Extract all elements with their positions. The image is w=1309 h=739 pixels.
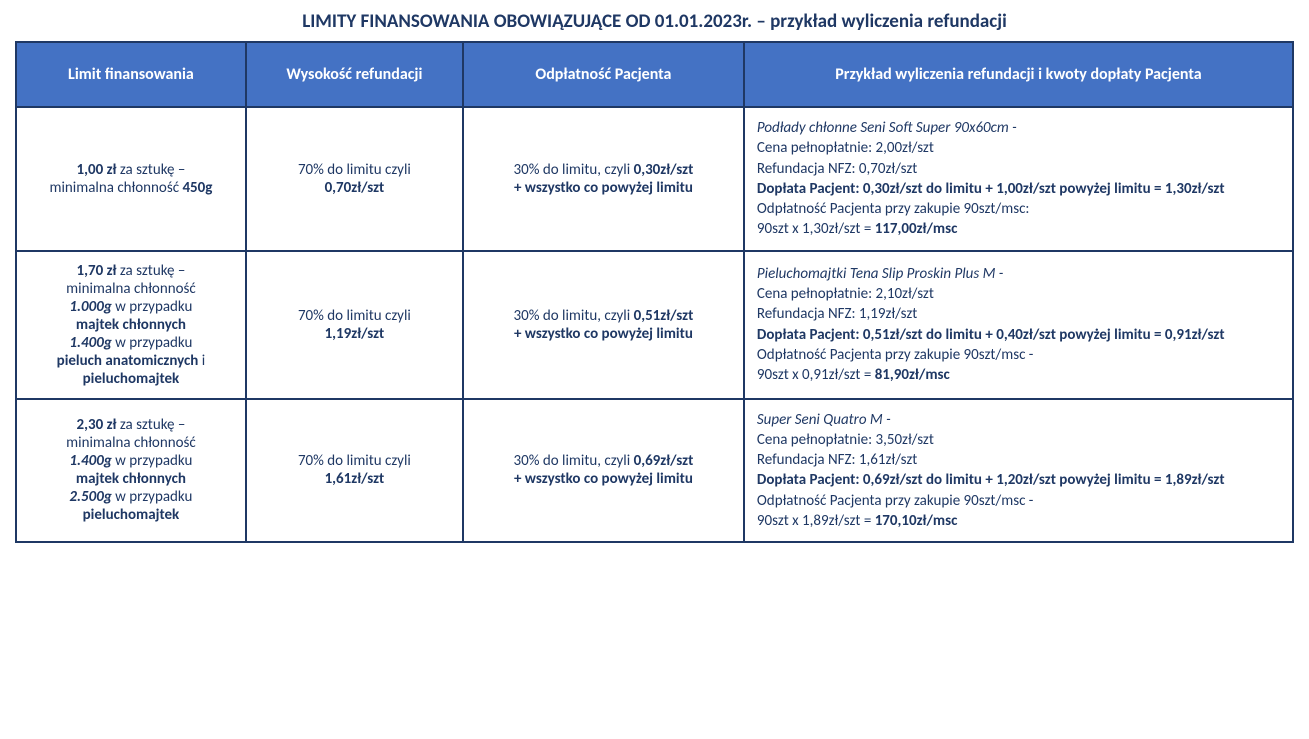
example-doplata: Dopłata Pacjent: 0,69zł/szt do limitu + … [757, 471, 1225, 489]
payment-value: 0,51zł/szt [634, 307, 694, 325]
payment-value: 0,69zł/szt [634, 452, 694, 470]
limit-product: pieluchomajtek [83, 370, 180, 388]
limit-product: majtek chłonnych [76, 316, 186, 334]
limit-product: majtek chłonnych [76, 470, 186, 488]
cell-payment: 30% do limitu, czyli 0,51zł/szt + wszyst… [463, 251, 744, 399]
example-total: 170,10zł/msc [875, 512, 958, 530]
cell-payment: 30% do limitu, czyli 0,30zł/szt + wszyst… [463, 107, 744, 251]
limit-text: w przypadku [112, 452, 193, 470]
example-odplatnosc: Odpłatność Pacjenta przy zakupie 90szt/m… [757, 346, 1034, 364]
limit-product: pieluch anatomicznych [57, 352, 199, 370]
table-row: 1,00 zł za sztukę – minimalna chłonność … [16, 107, 1293, 251]
header-payment: Odpłatność Pacjenta [463, 42, 744, 107]
example-calc: 90szt x 1,89zł/szt = [757, 512, 875, 530]
payment-text: 30% do limitu, czyli [514, 452, 634, 470]
refund-value: 0,70zł/szt [325, 179, 385, 197]
payment-text: 30% do limitu, czyli [514, 307, 634, 325]
table-row: 2,30 zł za sztukę – minimalna chłonność … [16, 399, 1293, 543]
refund-value: 1,61zł/szt [325, 470, 385, 488]
example-odplatnosc: Odpłatność Pacjenta przy zakupie 90szt/m… [757, 200, 1030, 218]
limit-absorbency: 1.400g [69, 334, 111, 352]
table-row: 1,70 zł za sztukę – minimalna chłonność … [16, 251, 1293, 399]
example-product: Pieluchomajtki Tena Slip Proskin Plus M … [757, 265, 1004, 283]
example-calc: 90szt x 1,30zł/szt = [757, 220, 875, 238]
page-title: LIMITY FINANSOWANIA OBOWIĄZUJĄCE OD 01.0… [15, 10, 1294, 33]
example-product: Podłady chłonne Seni Soft Super 90x60cm … [757, 119, 1017, 137]
example-doplata: Dopłata Pacjent: 0,51zł/szt do limitu + … [757, 326, 1225, 344]
payment-extra: + wszystko co powyżej limitu [514, 325, 693, 343]
example-price: Cena pełnopłatnie: 2,00zł/szt [757, 139, 934, 157]
limit-absorbency: 1.000g [69, 298, 111, 316]
cell-payment: 30% do limitu, czyli 0,69zł/szt + wszyst… [463, 399, 744, 543]
cell-refund: 70% do limitu czyli 1,61zł/szt [246, 399, 463, 543]
refund-text: 70% do limitu czyli [298, 452, 411, 470]
cell-example: Pieluchomajtki Tena Slip Proskin Plus M … [744, 251, 1293, 399]
limit-text: za sztukę – [116, 416, 185, 434]
refund-text: 70% do limitu czyli [298, 307, 411, 325]
cell-limit: 2,30 zł za sztukę – minimalna chłonność … [16, 399, 246, 543]
limit-text: minimalna chłonność [66, 280, 196, 298]
cell-limit: 1,70 zł za sztukę – minimalna chłonność … [16, 251, 246, 399]
financing-table: Limit finansowania Wysokość refundacji O… [15, 41, 1294, 543]
example-nfz: Refundacja NFZ: 0,70zł/szt [757, 160, 917, 178]
cell-refund: 70% do limitu czyli 0,70zł/szt [246, 107, 463, 251]
header-example: Przykład wyliczenia refundacji i kwoty d… [744, 42, 1293, 107]
limit-text: w przypadku [112, 488, 193, 506]
limit-text: minimalna chłonność [50, 179, 183, 197]
example-odplatnosc: Odpłatność Pacjenta przy zakupie 90szt/m… [757, 492, 1034, 510]
header-refund: Wysokość refundacji [246, 42, 463, 107]
cell-example: Super Seni Quatro M - Cena pełnopłatnie:… [744, 399, 1293, 543]
example-doplata: Dopłata Pacjent: 0,30zł/szt do limitu + … [757, 180, 1225, 198]
limit-text: minimalna chłonność [66, 434, 196, 452]
refund-value: 1,19zł/szt [325, 325, 385, 343]
limit-price: 1,70 zł [77, 262, 117, 280]
limit-absorbency: 450g [182, 179, 212, 197]
example-total: 81,90zł/msc [875, 366, 950, 384]
limit-text: za sztukę – [116, 161, 185, 179]
limit-text: za sztukę – [116, 262, 185, 280]
table-header-row: Limit finansowania Wysokość refundacji O… [16, 42, 1293, 107]
limit-product: pieluchomajtek [83, 506, 180, 524]
limit-text: i [198, 352, 205, 370]
example-price: Cena pełnopłatnie: 2,10zł/szt [757, 285, 934, 303]
refund-text: 70% do limitu czyli [298, 161, 411, 179]
limit-text: w przypadku [112, 334, 193, 352]
example-price: Cena pełnopłatnie: 3,50zł/szt [757, 431, 934, 449]
payment-extra: + wszystko co powyżej limitu [514, 179, 693, 197]
limit-price: 2,30 zł [77, 416, 117, 434]
example-calc: 90szt x 0,91zł/szt = [757, 366, 875, 384]
payment-value: 0,30zł/szt [634, 161, 694, 179]
limit-absorbency: 2.500g [69, 488, 111, 506]
example-total: 117,00zł/msc [875, 220, 958, 238]
example-nfz: Refundacja NFZ: 1,19zł/szt [757, 305, 917, 323]
example-nfz: Refundacja NFZ: 1,61zł/szt [757, 451, 917, 469]
example-product: Super Seni Quatro M - [757, 411, 891, 429]
cell-refund: 70% do limitu czyli 1,19zł/szt [246, 251, 463, 399]
cell-limit: 1,00 zł za sztukę – minimalna chłonność … [16, 107, 246, 251]
limit-absorbency: 1.400g [69, 452, 111, 470]
limit-price: 1,00 zł [77, 161, 117, 179]
payment-extra: + wszystko co powyżej limitu [514, 470, 693, 488]
limit-text: w przypadku [112, 298, 193, 316]
payment-text: 30% do limitu, czyli [514, 161, 634, 179]
cell-example: Podłady chłonne Seni Soft Super 90x60cm … [744, 107, 1293, 251]
header-limit: Limit finansowania [16, 42, 246, 107]
